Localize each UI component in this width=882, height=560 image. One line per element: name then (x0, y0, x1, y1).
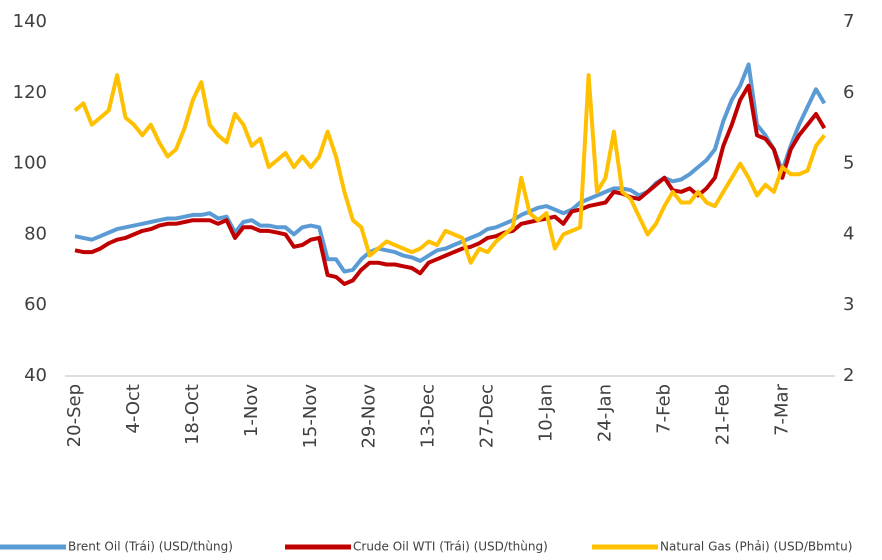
y-tick-label: 140 (13, 11, 47, 32)
x-tick-label: 27-Dec (477, 384, 498, 448)
legend-label: Crude Oil WTI (Trái) (USD/thùng) (353, 540, 548, 554)
y-tick-label: 60 (24, 294, 47, 315)
y2-tick-label: 4 (843, 223, 854, 244)
y-tick-label: 40 (24, 365, 47, 386)
y2-tick-label: 3 (843, 294, 854, 315)
x-tick-label: 29-Nov (359, 384, 380, 449)
x-tick-label: 7-Feb (653, 384, 674, 434)
legend-label: Brent Oil (Trái) (USD/thùng) (68, 540, 233, 554)
x-tick-label: 13-Dec (418, 384, 439, 448)
x-tick-label: 24-Jan (594, 384, 615, 442)
y-tick-label: 100 (13, 153, 47, 174)
series-line (73, 73, 826, 265)
y-tick-label: 80 (24, 223, 47, 244)
x-tick-label: 4-Oct (123, 384, 144, 434)
legend-label: Natural Gas (Phải) (USD/Bbmtu) (660, 540, 852, 554)
x-tick-label: 10-Jan (536, 384, 557, 442)
x-tick-label: 21-Feb (712, 384, 733, 445)
y2-tick-label: 5 (843, 153, 854, 174)
x-tick-label: 1-Nov (241, 384, 262, 437)
series-line (74, 62, 827, 274)
y2-tick-label: 7 (843, 11, 854, 32)
y-tick-label: 120 (13, 82, 47, 103)
x-tick-label: 18-Oct (182, 384, 203, 445)
y2-tick-label: 6 (843, 82, 854, 103)
y2-tick-label: 2 (843, 365, 854, 386)
x-tick-label: 15-Nov (300, 384, 321, 449)
x-tick-label: 20-Sep (64, 384, 85, 447)
x-tick-label: 7-Mar (771, 383, 792, 436)
